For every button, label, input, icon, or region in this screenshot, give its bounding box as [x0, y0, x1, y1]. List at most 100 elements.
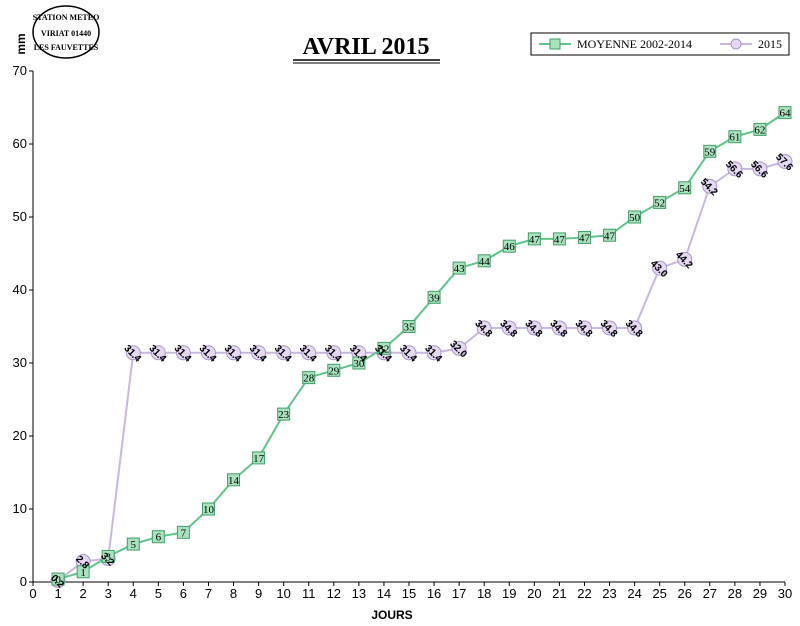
x-tick-label: 17 — [452, 586, 466, 601]
y-tick-label: 10 — [13, 501, 27, 516]
legend: MOYENNE 2002-2014 2015 — [530, 32, 790, 56]
point-2015 — [627, 320, 643, 336]
station-logo: STATION METEO VIRIAT 01440 LES FAUVETTES — [32, 5, 100, 59]
point-moyenne — [101, 549, 115, 563]
point-moyenne — [76, 565, 90, 579]
y-tick-label: 0 — [20, 574, 27, 589]
data-label-2015: 34.8 — [523, 318, 545, 340]
data-label-moyenne: 30 — [353, 358, 365, 370]
point-moyenne — [628, 210, 642, 224]
x-tick-label: 26 — [677, 586, 691, 601]
x-tick-label: 3 — [105, 586, 112, 601]
x-tick-label: 13 — [352, 586, 366, 601]
point-2015 — [125, 345, 141, 361]
legend-label-moyenne: MOYENNE 2002-2014 — [577, 37, 692, 51]
point-moyenne — [402, 320, 416, 333]
point-2015 — [501, 320, 517, 336]
y-tick-label: 50 — [13, 209, 27, 224]
chart-title: AVRIL 2015 — [303, 34, 430, 60]
data-label-2015: 34.8 — [598, 318, 620, 340]
x-tick-label: 27 — [703, 586, 717, 601]
data-label-2015: 34.8 — [573, 318, 595, 340]
series-line-moyenne — [57, 111, 786, 581]
x-tick-label: 8 — [230, 586, 237, 601]
x-tick-label: 28 — [728, 586, 742, 601]
x-tick-label: 4 — [130, 586, 137, 601]
x-tick-label: 16 — [427, 586, 441, 601]
data-label-moyenne: 35 — [404, 322, 416, 334]
point-2015 — [451, 340, 467, 356]
data-label-2015: 31.4 — [397, 343, 419, 365]
point-2015 — [652, 260, 668, 276]
point-moyenne — [527, 232, 541, 246]
x-tick-label: 7 — [205, 586, 212, 601]
point-moyenne — [703, 144, 717, 158]
data-label-moyenne: 10 — [203, 504, 215, 516]
point-moyenne — [151, 530, 165, 544]
data-label-moyenne: 7 — [181, 527, 187, 539]
data-label-2015: 31.4 — [222, 343, 244, 365]
legend-marker-2015 — [730, 38, 742, 50]
point-2015 — [702, 178, 718, 194]
point-moyenne — [277, 407, 291, 421]
data-label-2015: 34.8 — [623, 318, 645, 340]
point-2015 — [301, 345, 317, 361]
point-2015 — [276, 345, 292, 361]
point-moyenne — [753, 122, 767, 136]
y-tick-label: 30 — [13, 355, 27, 370]
point-2015 — [150, 345, 166, 361]
point-moyenne — [51, 572, 65, 586]
x-tick-label: 2 — [80, 586, 87, 601]
x-tick-label: 5 — [155, 586, 162, 601]
x-tick-label: 15 — [402, 586, 416, 601]
data-label-2015: 31.4 — [297, 343, 319, 365]
point-2015 — [175, 345, 191, 361]
data-label-moyenne: 64 — [780, 108, 792, 120]
data-label-moyenne: 59 — [704, 146, 716, 158]
data-label-2015: 31.4 — [347, 343, 369, 365]
x-tick-label: 24 — [627, 586, 641, 601]
data-label-moyenne: 32 — [378, 343, 389, 355]
data-label-moyenne: 44 — [479, 256, 491, 268]
legend-marker-moyenne — [549, 38, 561, 50]
x-tick-label: 12 — [327, 586, 341, 601]
x-tick-label: 11 — [302, 586, 316, 601]
logo-line2: VIRIAT 01440 — [41, 29, 91, 38]
point-moyenne — [427, 290, 441, 304]
data-label-2015: 57.6 — [773, 152, 795, 174]
data-label-moyenne: 47 — [579, 232, 591, 244]
data-label-moyenne: 47 — [529, 234, 541, 246]
point-2015 — [727, 161, 743, 177]
logo-line1: STATION METEO — [33, 13, 100, 22]
x-tick-label: 1 — [54, 586, 61, 601]
x-tick-label: 0 — [29, 586, 36, 601]
x-tick-label: 25 — [652, 586, 666, 601]
point-2015 — [401, 345, 417, 361]
x-tick-label: 22 — [577, 586, 591, 601]
point-moyenne — [302, 371, 316, 385]
data-label-moyenne: 28 — [303, 373, 315, 385]
legend-box — [530, 32, 790, 56]
data-label-2015: 34.8 — [548, 318, 570, 340]
y-axis-label: mm — [14, 33, 28, 54]
data-label-moyenne: 46 — [504, 241, 516, 253]
point-2015 — [526, 320, 542, 336]
data-label-moyenne: 47 — [554, 234, 566, 246]
data-label-2015: 31.4 — [272, 343, 294, 365]
point-2015 — [752, 161, 768, 177]
point-moyenne — [577, 230, 591, 244]
data-label-2015: 54.2 — [698, 177, 720, 199]
data-label-moyenne: 52 — [654, 197, 665, 209]
y-tick-label: 60 — [13, 136, 27, 151]
point-moyenne — [452, 261, 466, 275]
point-moyenne — [227, 473, 241, 487]
point-2015 — [777, 154, 793, 170]
x-axis-label: JOURS — [371, 608, 412, 622]
x-tick-label: 14 — [377, 586, 391, 601]
data-label-2015: 31.4 — [422, 343, 444, 365]
point-2015 — [576, 320, 592, 336]
data-label-moyenne: 23 — [278, 409, 290, 421]
legend-label-2015: 2015 — [758, 37, 782, 51]
